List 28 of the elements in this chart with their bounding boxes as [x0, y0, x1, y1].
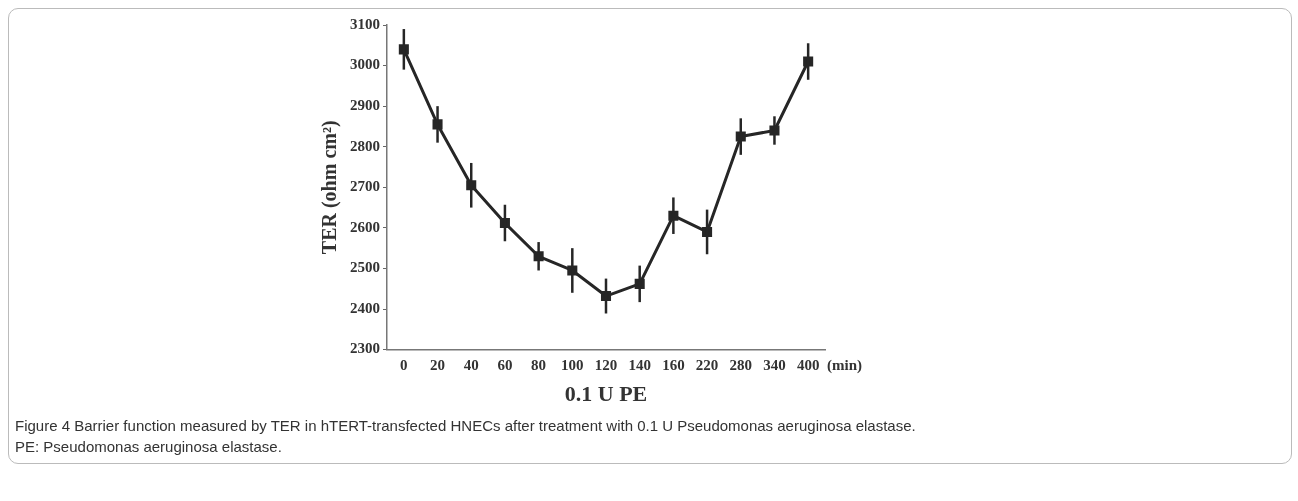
x-tick-label: 120: [594, 357, 618, 374]
point: [803, 56, 814, 67]
x-axis-title: 0.1 U PE: [564, 381, 648, 407]
y-tick-label: 3000: [350, 56, 380, 73]
y-tick-label: 2900: [350, 97, 380, 114]
y-tick-label: 2700: [350, 178, 380, 195]
text: (min): [827, 357, 862, 375]
x-tick-label: 20: [430, 357, 446, 374]
x-tick-label: 140: [628, 357, 651, 374]
x-tick-label: 60: [497, 357, 513, 374]
y-tick-label: 2500: [350, 259, 380, 276]
y-tick-label: 2800: [350, 137, 380, 154]
x-tick-label: 80: [531, 357, 547, 374]
y-tick-label: 2300: [350, 340, 380, 357]
x-tick-label: 40: [463, 357, 479, 374]
x-tick-label: 160: [662, 357, 685, 374]
y-tick-label: 2400: [350, 299, 380, 316]
caption: Figure 4 Barrier function measured by TER in hTERT-transfected HNECs after treatment with 0.1 U Pseudomonas aeruginosa elastase.: [15, 417, 917, 434]
x-tick-label: 280: [729, 357, 753, 374]
text: PE: Pseudomonas aeruginosa elastase.: [15, 438, 283, 455]
x-tick-label: 100: [561, 357, 584, 374]
x-tick-label: 0: [400, 357, 408, 374]
y-tick-label: 3100: [350, 15, 380, 32]
x-tick-label: 220: [695, 357, 719, 374]
y-tick-label: 2600: [350, 218, 380, 235]
x-tick-label: 340: [763, 357, 786, 374]
x-tick-label: 400: [796, 357, 820, 374]
y-axis-title: TER (ohm cm²): [318, 120, 342, 255]
